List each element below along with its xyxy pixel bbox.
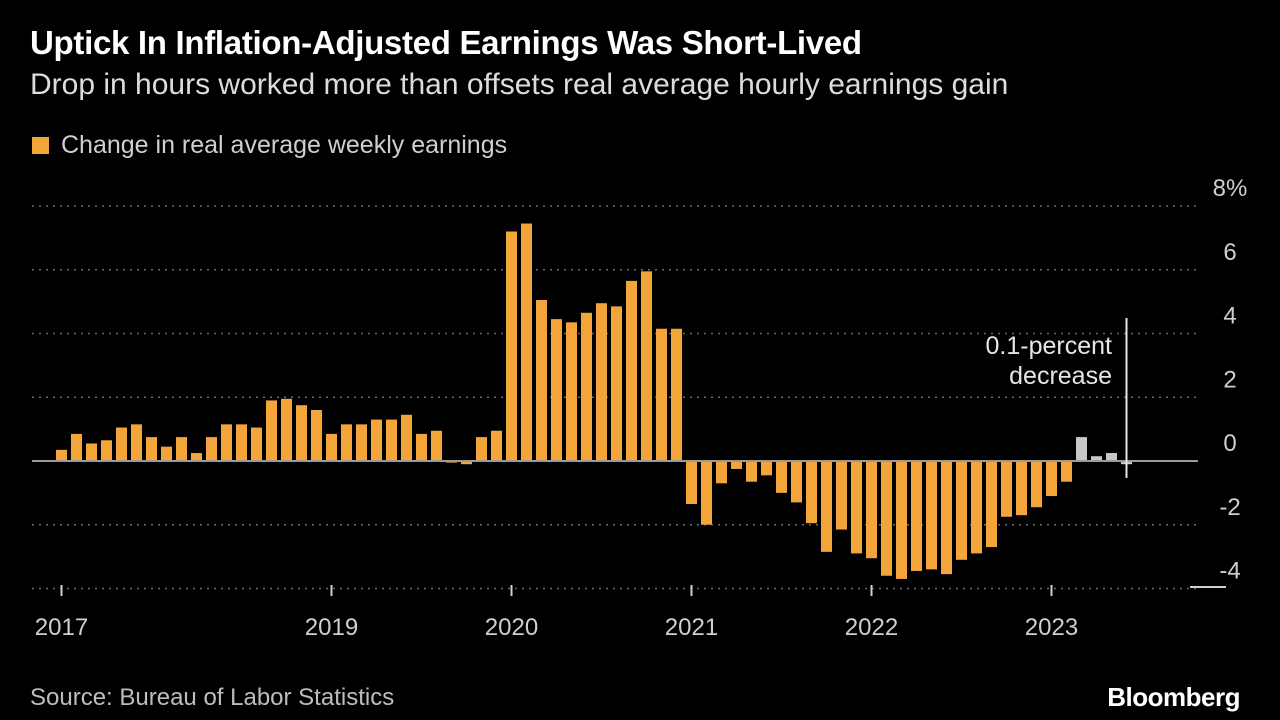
chart-subtitle: Drop in hours worked more than offsets r…	[30, 68, 1009, 101]
bar	[1016, 461, 1027, 516]
y-tick-label: 4	[1223, 303, 1236, 330]
bar-recent	[1076, 437, 1087, 461]
bar	[251, 427, 262, 461]
bar	[236, 424, 247, 461]
y-tick-label: 8%	[1213, 175, 1248, 202]
bar	[761, 461, 772, 476]
chart-title: Uptick In Inflation-Adjusted Earnings Wa…	[30, 24, 862, 61]
bar	[551, 319, 562, 461]
bar	[476, 437, 487, 461]
bar	[686, 461, 697, 505]
bar	[386, 419, 397, 461]
bloomberg-logo: Bloomberg	[1107, 682, 1240, 712]
bar	[971, 461, 982, 554]
bar	[626, 280, 637, 461]
bar	[836, 461, 847, 530]
y-tick-label: 6	[1223, 239, 1236, 266]
bar	[1046, 461, 1057, 497]
bar	[791, 461, 802, 503]
bar	[356, 424, 367, 461]
bar	[326, 433, 337, 461]
bar	[86, 443, 97, 461]
bar	[371, 419, 382, 461]
bar-recent	[1106, 453, 1117, 461]
bar	[101, 440, 112, 461]
bar	[461, 461, 472, 465]
bar	[296, 405, 307, 461]
bar	[1031, 461, 1042, 508]
bar	[911, 461, 922, 571]
legend-swatch	[32, 137, 49, 154]
x-tick-label: 2021	[665, 614, 718, 641]
bar	[1061, 461, 1072, 482]
bars	[56, 223, 1132, 579]
bar	[311, 410, 322, 461]
bar	[341, 424, 352, 461]
x-tick-label: 2023	[1025, 614, 1078, 641]
bar	[611, 306, 622, 461]
bar	[521, 223, 532, 461]
bar	[896, 461, 907, 579]
bar-recent	[1091, 456, 1102, 461]
bar	[776, 461, 787, 493]
bar	[131, 424, 142, 461]
bar	[956, 461, 967, 560]
legend: Change in real average weekly earnings	[32, 131, 507, 160]
bar	[701, 461, 712, 525]
bar	[671, 328, 682, 461]
bar	[266, 400, 277, 461]
bar	[941, 461, 952, 575]
bar	[161, 446, 172, 461]
bar	[851, 461, 862, 554]
x-tick-label: 2022	[845, 614, 898, 641]
bar	[176, 437, 187, 461]
bar	[596, 303, 607, 461]
source-note: Source: Bureau of Labor Statistics	[30, 684, 395, 711]
bar	[656, 328, 667, 461]
bar	[716, 461, 727, 484]
bar	[56, 449, 67, 461]
annotation-text: decrease	[1009, 362, 1112, 390]
bar	[986, 461, 997, 548]
bar	[71, 433, 82, 461]
x-tick-label: 2017	[35, 614, 88, 641]
axes: 8% 6 4 2 0 -2 -4 2017 2019 2020 2021 2022 2023	[32, 175, 1247, 641]
bar	[416, 433, 427, 461]
x-tick-label: 2020	[485, 614, 538, 641]
bar	[221, 424, 232, 461]
bar	[641, 271, 652, 461]
bar	[926, 461, 937, 570]
bar	[1001, 461, 1012, 517]
legend-label: Change in real average weekly earnings	[61, 131, 508, 159]
bar	[536, 300, 547, 461]
bar	[821, 461, 832, 552]
bar	[506, 231, 517, 461]
bar	[206, 437, 217, 461]
bar	[881, 461, 892, 576]
bar	[491, 430, 502, 461]
bar	[806, 461, 817, 524]
y-tick-label: -2	[1219, 494, 1240, 521]
bar	[566, 322, 577, 461]
bar	[431, 430, 442, 461]
bar	[281, 398, 292, 461]
bar	[866, 461, 877, 559]
annotation-text: 0.1-percent	[986, 332, 1113, 360]
bar	[746, 461, 757, 482]
y-tick-label: 2	[1223, 366, 1236, 393]
bar	[581, 312, 592, 461]
bar	[146, 437, 157, 461]
x-tick-label: 2019	[305, 614, 358, 641]
y-tick-label: -4	[1219, 558, 1240, 585]
y-tick-label: 0	[1223, 430, 1236, 457]
bar	[191, 453, 202, 461]
bar	[116, 427, 127, 461]
bar	[731, 461, 742, 469]
bar	[401, 414, 412, 461]
